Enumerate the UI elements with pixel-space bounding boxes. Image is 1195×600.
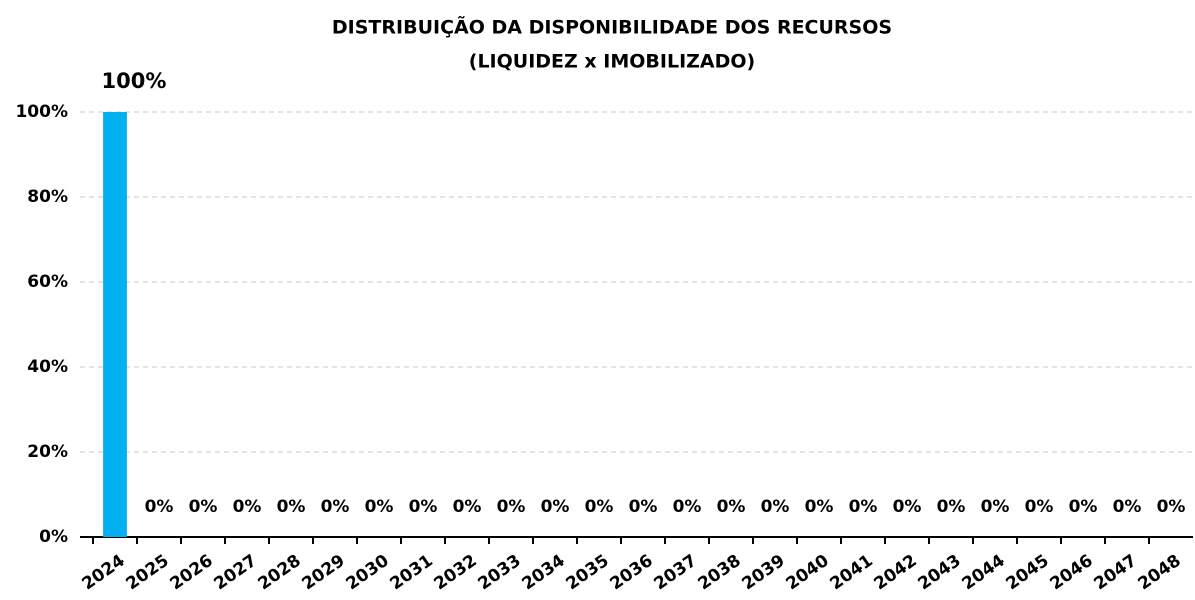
x-tick-label: 2037 (650, 551, 700, 595)
x-tick-label: 2032 (430, 551, 480, 595)
x-tick-label: 2034 (518, 551, 568, 595)
data-label: 100% (102, 69, 167, 93)
data-label: 0% (629, 497, 658, 517)
data-label: 0% (145, 497, 174, 517)
data-label: 0% (937, 497, 966, 517)
y-tick-label: 0% (39, 527, 68, 547)
data-label: 0% (189, 497, 218, 517)
x-tick-label: 2045 (1002, 551, 1052, 595)
x-tick-label: 2035 (562, 551, 612, 595)
data-label: 0% (497, 497, 526, 517)
x-tick-label: 2041 (826, 551, 876, 595)
x-tick-label: 2031 (386, 551, 436, 595)
data-label: 0% (1025, 497, 1054, 517)
chart-title: DISTRIBUIÇÃO DA DISPONIBILIDADE DOS RECU… (332, 15, 892, 39)
data-label: 0% (233, 497, 262, 517)
data-label: 0% (761, 497, 790, 517)
bar (103, 112, 127, 537)
x-tick-label: 2029 (298, 551, 348, 595)
x-tick-label: 2038 (694, 551, 744, 595)
data-label: 0% (673, 497, 702, 517)
data-label: 0% (365, 497, 394, 517)
x-tick-label: 2030 (342, 551, 392, 595)
x-tick-label: 2033 (474, 551, 524, 595)
data-label: 0% (453, 497, 482, 517)
x-tick-label: 2025 (122, 551, 172, 595)
data-label: 0% (981, 497, 1010, 517)
x-tick-label: 2026 (166, 551, 216, 595)
data-label: 0% (717, 497, 746, 517)
y-tick-label: 100% (15, 102, 68, 122)
data-label: 0% (893, 497, 922, 517)
data-label: 0% (1113, 497, 1142, 517)
x-tick-label: 2047 (1090, 551, 1140, 595)
data-label: 0% (1069, 497, 1098, 517)
data-label: 0% (277, 497, 306, 517)
y-tick-label: 40% (27, 357, 68, 377)
chart-title: (LIQUIDEZ x IMOBILIZADO) (469, 51, 755, 73)
x-tick-label: 2039 (738, 551, 788, 595)
data-label: 0% (321, 497, 350, 517)
x-tick-label: 2024 (78, 551, 128, 595)
x-tick-label: 2048 (1134, 551, 1184, 595)
x-tick-label: 2027 (210, 551, 260, 595)
x-tick-label: 2028 (254, 551, 304, 595)
x-tick-label: 2046 (1046, 551, 1096, 595)
data-label: 0% (585, 497, 614, 517)
data-label: 0% (409, 497, 438, 517)
data-label: 0% (1157, 497, 1186, 517)
data-label: 0% (541, 497, 570, 517)
x-tick-label: 2044 (958, 551, 1008, 595)
y-tick-label: 80% (27, 187, 68, 207)
x-tick-label: 2036 (606, 551, 656, 595)
data-label: 0% (849, 497, 878, 517)
y-tick-label: 20% (27, 442, 68, 462)
data-label: 0% (805, 497, 834, 517)
y-tick-label: 60% (27, 272, 68, 292)
x-tick-label: 2042 (870, 551, 920, 595)
x-tick-label: 2040 (782, 551, 832, 595)
x-tick-label: 2043 (914, 551, 964, 595)
